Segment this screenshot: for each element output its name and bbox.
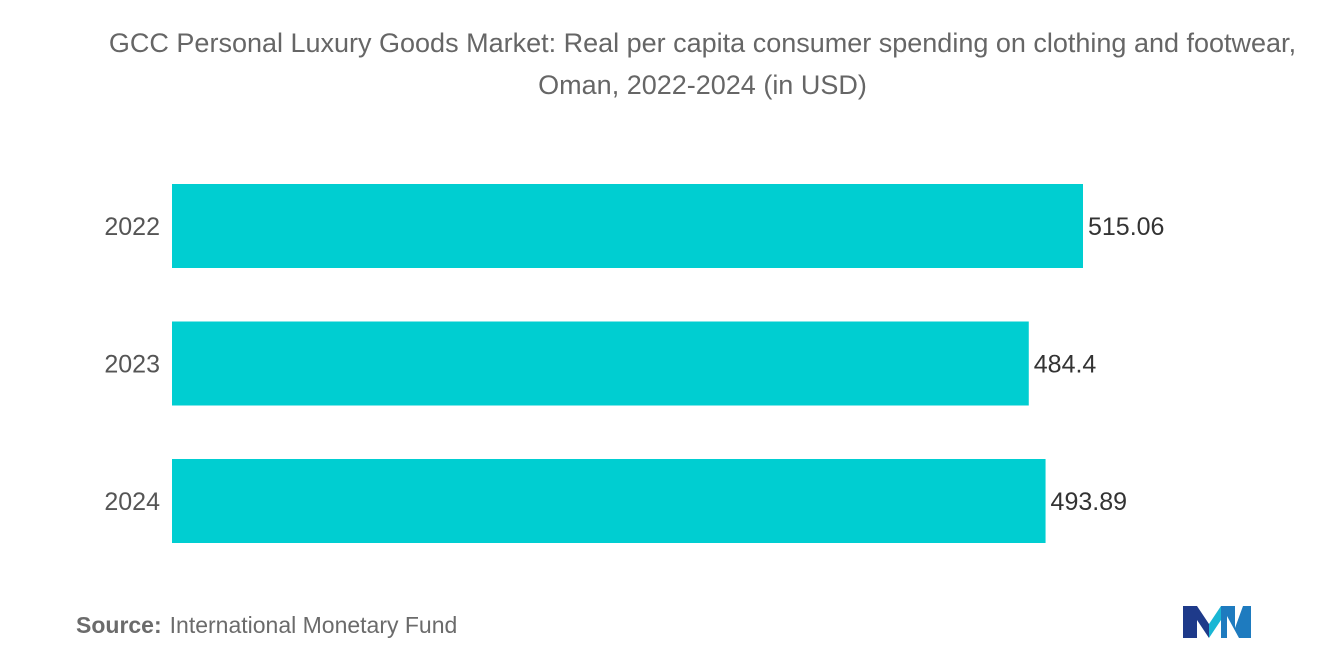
source-note: Source: International Monetary Fund — [76, 612, 457, 639]
value-label-2022: 515.06 — [1088, 213, 1164, 241]
bar-2022 — [172, 184, 1083, 268]
category-label-2022: 2022 — [104, 213, 160, 241]
category-label-2023: 2023 — [104, 351, 160, 379]
value-label-2024: 493.89 — [1051, 488, 1127, 516]
source-text: International Monetary Fund — [169, 612, 458, 638]
source-label: Source: — [76, 612, 162, 638]
bar-chart: 2022 515.06 2023 484.4 2024 493.89 — [104, 184, 1164, 543]
category-label-2024: 2024 — [104, 488, 160, 516]
bar-2024 — [172, 459, 1046, 543]
mordor-intelligence-logo-icon — [1183, 606, 1251, 638]
chart-title: GCC Personal Luxury Goods Market: Real p… — [108, 28, 1297, 100]
value-label-2023: 484.4 — [1034, 351, 1097, 379]
bar-2023 — [172, 321, 1029, 406]
